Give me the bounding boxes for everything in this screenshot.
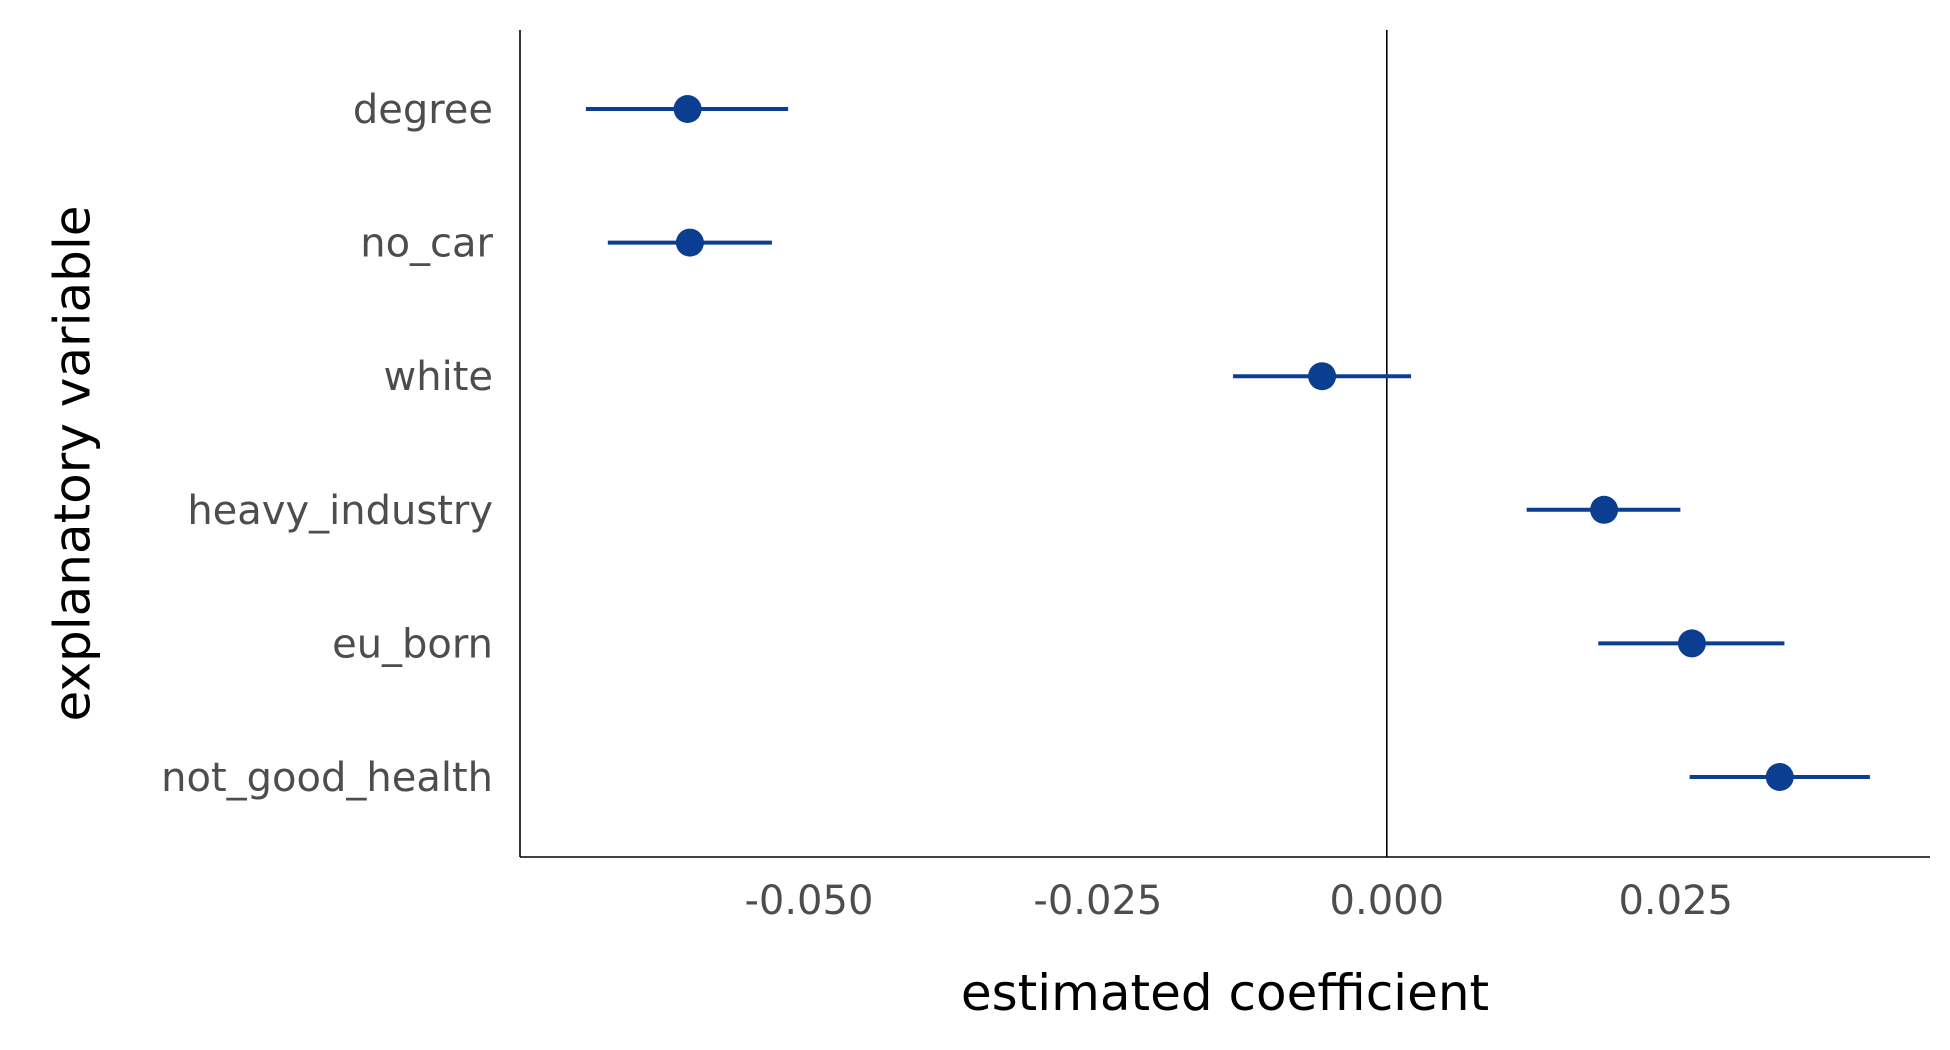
point-white [1308,362,1337,391]
y-tick-label-not_good_health: not_good_health [161,755,493,801]
x-tick-label-0: -0.050 [744,878,873,924]
x-tick-label-2: 0.000 [1330,878,1445,924]
y-tick-label-no_car: no_car [360,221,493,267]
x-axis-title: estimated coefficient [961,964,1489,1022]
point-heavy_industry [1590,495,1619,524]
point-not_good_health [1765,763,1794,791]
point-eu_born [1677,629,1706,658]
axes [519,30,1930,858]
y-tick-label-eu_born: eu_born [332,621,493,667]
y-tick-label-heavy_industry: heavy_industry [187,488,493,534]
plot-marks [585,95,1870,791]
y-tick-label-degree: degree [353,87,493,133]
point-degree [673,95,702,123]
x-tick-label-1: -0.025 [1033,878,1162,924]
y-axis-title: explanatory variable [44,205,102,721]
y-tick-label-white: white [384,354,493,400]
x-tick-label-3: 0.025 [1618,878,1733,924]
point-no_car [675,228,704,257]
